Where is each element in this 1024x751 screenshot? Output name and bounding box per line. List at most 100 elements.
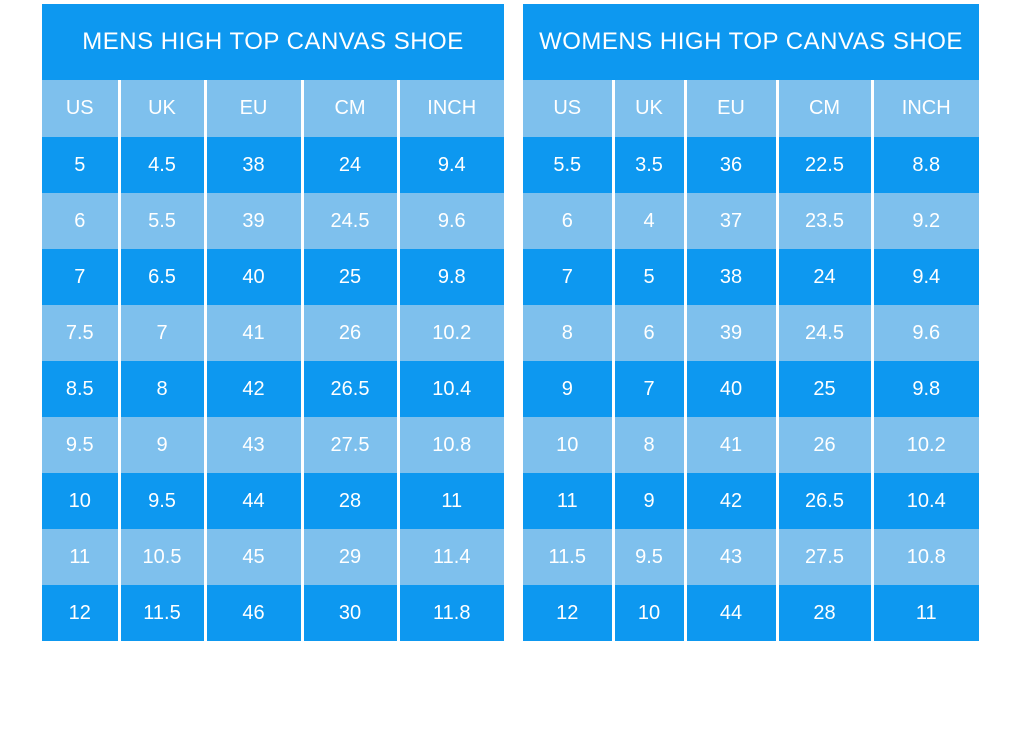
size-cell: 5 [611, 249, 685, 305]
size-cell: 10.8 [396, 417, 504, 473]
size-cell: 11 [523, 473, 613, 529]
size-cell: 9.4 [870, 249, 979, 305]
column-header-us: US [523, 80, 613, 137]
size-cell: 11.5 [117, 585, 205, 641]
size-cell: 10.2 [870, 417, 979, 473]
size-cell: 9.6 [870, 305, 979, 361]
column-header-eu: EU [683, 80, 777, 137]
size-cell: 12 [523, 585, 613, 641]
size-cell: 10 [42, 473, 119, 529]
womens-size-table: WOMENS HIGH TOP CANVAS SHOE US UK EU CM … [523, 4, 979, 641]
size-cell: 11.8 [396, 585, 504, 641]
column-header-uk: UK [117, 80, 205, 137]
table-row: 10 8 41 26 10.2 [523, 417, 979, 473]
size-cell: 5 [42, 137, 119, 193]
table-row: 11.5 9.5 43 27.5 10.8 [523, 529, 979, 585]
table-row: 6 4 37 23.5 9.2 [523, 193, 979, 249]
size-cell: 9.4 [396, 137, 504, 193]
size-cell: 9.5 [42, 417, 119, 473]
size-cell: 9 [523, 361, 613, 417]
size-cell: 4 [611, 193, 685, 249]
size-cell: 36 [683, 137, 777, 193]
size-cell: 9.8 [396, 249, 504, 305]
table-row: 5 4.5 38 24 9.4 [42, 137, 504, 193]
table-row: 9 7 40 25 9.8 [523, 361, 979, 417]
size-cell: 5.5 [523, 137, 613, 193]
table-row: 12 10 44 28 11 [523, 585, 979, 641]
size-cell: 4.5 [117, 137, 205, 193]
size-cell: 22.5 [775, 137, 872, 193]
size-cell: 42 [203, 361, 302, 417]
womens-table: US UK EU CM INCH 5.5 3.5 36 22.5 8.8 6 4 37 23.5… [523, 80, 979, 641]
size-cell: 38 [683, 249, 777, 305]
size-cell: 26 [300, 305, 398, 361]
size-cell: 37 [683, 193, 777, 249]
size-cell: 10.4 [396, 361, 504, 417]
table-row: 9.5 9 43 27.5 10.8 [42, 417, 504, 473]
size-cell: 40 [203, 249, 302, 305]
womens-table-header: US UK EU CM INCH [523, 80, 979, 137]
size-cell: 7 [117, 305, 205, 361]
size-cell: 26.5 [300, 361, 398, 417]
size-cell: 41 [683, 417, 777, 473]
mens-size-table: MENS HIGH TOP CANVAS SHOE US UK EU CM IN… [42, 4, 504, 641]
size-cell: 24.5 [300, 193, 398, 249]
size-cell: 11 [42, 529, 119, 585]
size-cell: 10 [523, 417, 613, 473]
size-cell: 27.5 [300, 417, 398, 473]
size-cell: 43 [683, 529, 777, 585]
size-cell: 6.5 [117, 249, 205, 305]
size-cell: 7 [611, 361, 685, 417]
size-cell: 10.4 [870, 473, 979, 529]
size-cell: 44 [683, 585, 777, 641]
size-cell: 3.5 [611, 137, 685, 193]
size-cell: 26 [775, 417, 872, 473]
size-cell: 9 [117, 417, 205, 473]
column-header-cm: CM [300, 80, 398, 137]
size-cell: 24.5 [775, 305, 872, 361]
size-cell: 27.5 [775, 529, 872, 585]
size-cell: 44 [203, 473, 302, 529]
mens-table: US UK EU CM INCH 5 4.5 38 24 9.4 6 5.5 39 24.5 9.… [42, 80, 504, 641]
size-cell: 38 [203, 137, 302, 193]
size-cell: 7 [523, 249, 613, 305]
size-cell: 11.4 [396, 529, 504, 585]
size-cell: 9 [611, 473, 685, 529]
column-header-inch: INCH [870, 80, 979, 137]
size-cell: 6 [42, 193, 119, 249]
table-row: 5.5 3.5 36 22.5 8.8 [523, 137, 979, 193]
size-cell: 6 [523, 193, 613, 249]
size-cell: 39 [683, 305, 777, 361]
table-row: 7.5 7 41 26 10.2 [42, 305, 504, 361]
header-row: US UK EU CM INCH [523, 80, 979, 137]
size-cell: 30 [300, 585, 398, 641]
size-cell: 29 [300, 529, 398, 585]
table-row: 7 5 38 24 9.4 [523, 249, 979, 305]
size-cell: 8.5 [42, 361, 119, 417]
size-cell: 11 [396, 473, 504, 529]
size-cell: 42 [683, 473, 777, 529]
size-cell: 6 [611, 305, 685, 361]
table-row: 8.5 8 42 26.5 10.4 [42, 361, 504, 417]
size-cell: 25 [775, 361, 872, 417]
table-row: 11 9 42 26.5 10.4 [523, 473, 979, 529]
size-cell: 11.5 [523, 529, 613, 585]
size-cell: 10.8 [870, 529, 979, 585]
table-row: 10 9.5 44 28 11 [42, 473, 504, 529]
size-cell: 39 [203, 193, 302, 249]
size-cell: 7.5 [42, 305, 119, 361]
column-header-eu: EU [203, 80, 302, 137]
size-cell: 23.5 [775, 193, 872, 249]
mens-table-header: US UK EU CM INCH [42, 80, 504, 137]
size-cell: 9.6 [396, 193, 504, 249]
size-cell: 28 [300, 473, 398, 529]
womens-table-title: WOMENS HIGH TOP CANVAS SHOE [523, 4, 979, 80]
header-row: US UK EU CM INCH [42, 80, 504, 137]
size-cell: 9.8 [870, 361, 979, 417]
size-cell: 12 [42, 585, 119, 641]
size-cell: 24 [300, 137, 398, 193]
size-cell: 46 [203, 585, 302, 641]
size-cell: 11 [870, 585, 979, 641]
table-row: 12 11.5 46 30 11.8 [42, 585, 504, 641]
